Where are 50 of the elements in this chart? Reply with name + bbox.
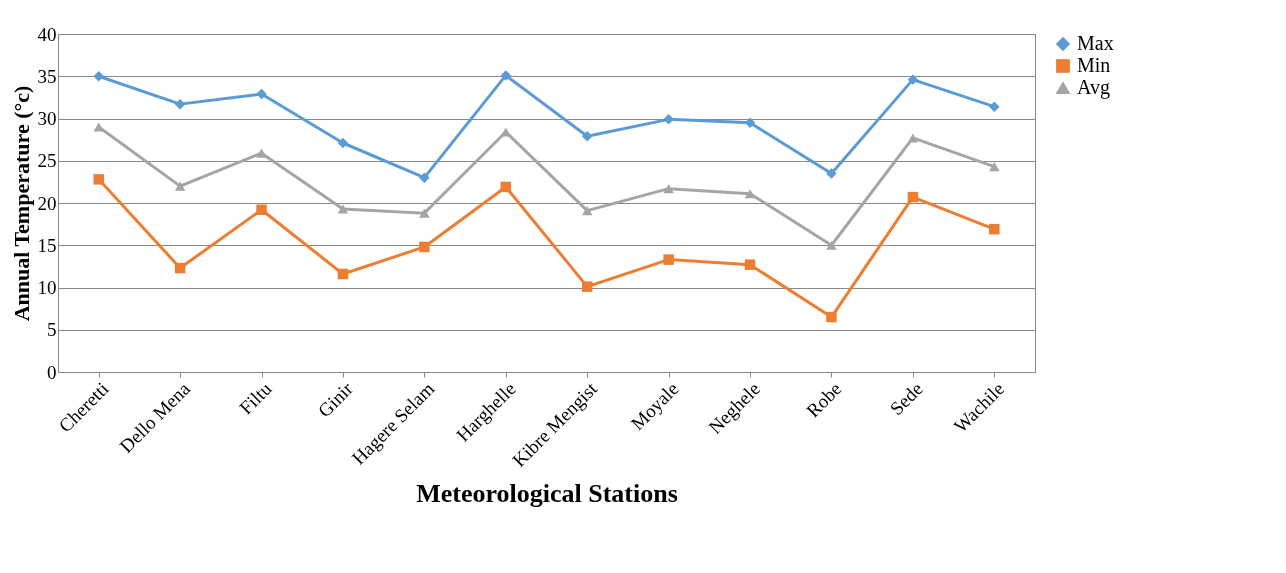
point [337, 137, 349, 149]
point [419, 208, 430, 218]
point [419, 172, 430, 183]
point [93, 71, 104, 82]
point [989, 162, 1000, 172]
point [174, 262, 186, 274]
point [581, 206, 593, 216]
y-tick-label: 15 [37, 234, 57, 256]
y-tick-label: 10 [37, 277, 57, 298]
point [500, 70, 512, 81]
y-tick-label: 5 [47, 319, 57, 341]
point [174, 181, 186, 191]
point [256, 148, 267, 158]
y-tick-label: 20 [37, 192, 57, 214]
legend-label: Max [1077, 32, 1114, 54]
point [826, 311, 837, 323]
point [174, 98, 186, 110]
point [989, 101, 1000, 112]
point [989, 223, 1000, 235]
y-tick-label: 0 [47, 361, 57, 383]
point [337, 268, 349, 280]
point [419, 241, 430, 253]
legend-label: Avg [1077, 76, 1110, 99]
point [744, 189, 756, 199]
point [93, 174, 104, 185]
point [744, 259, 756, 270]
point [256, 88, 267, 100]
point [581, 131, 593, 142]
point [500, 181, 512, 193]
point [826, 168, 837, 179]
x-tick-label: Ginir [313, 377, 358, 422]
point [663, 114, 674, 125]
point [907, 191, 919, 203]
point [663, 254, 674, 265]
y-tick-label: 25 [37, 150, 57, 172]
y-tick-label: 40 [37, 23, 57, 45]
x-axis-title: Meteorological Stations [416, 478, 678, 508]
y-tick-label: 35 [37, 65, 57, 87]
x-tick-label: Filtu [235, 377, 276, 419]
point [337, 204, 349, 214]
legend-label: Min [1077, 54, 1111, 76]
point [581, 281, 593, 292]
y-axis-title: Annual Temperature (°c) [8, 85, 34, 322]
point [907, 133, 919, 143]
point [826, 240, 837, 250]
y-tick-label: 30 [37, 108, 57, 129]
x-tick-label: Sede [885, 378, 927, 420]
point [907, 74, 919, 85]
point [663, 184, 674, 194]
point [256, 204, 267, 215]
